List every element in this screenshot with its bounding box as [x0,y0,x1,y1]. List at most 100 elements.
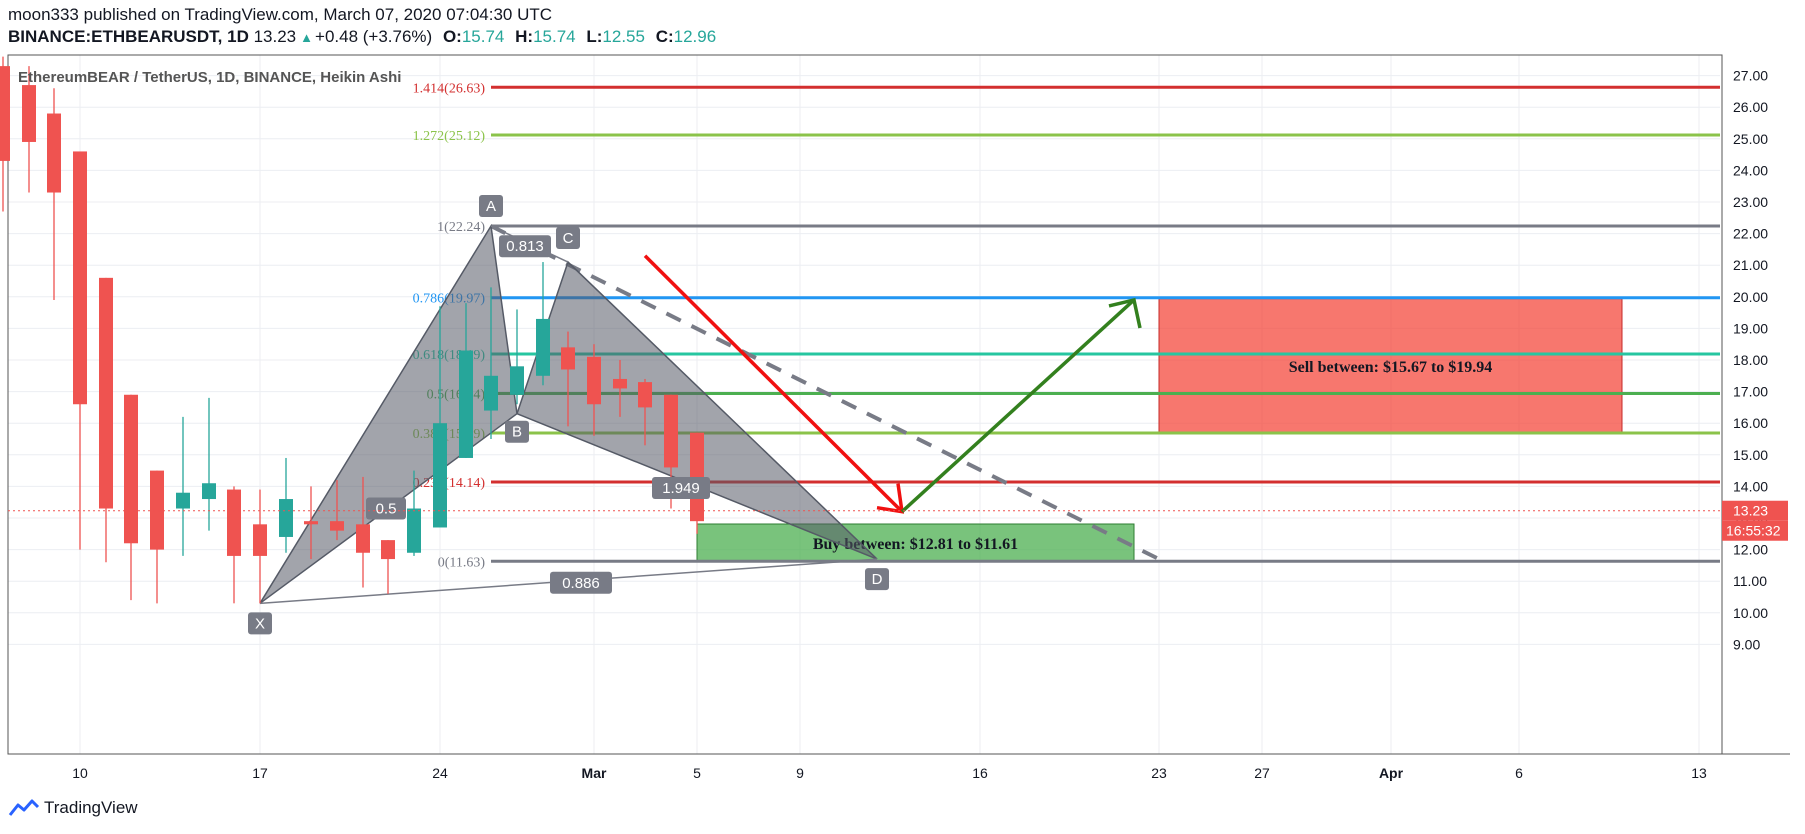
candle [330,480,344,541]
x-tick-label: 16 [972,765,988,781]
chart-title: EthereumBEAR / TetherUS, 1D, BINANCE, He… [18,69,401,86]
x-tick-label: 10 [72,765,88,781]
fib-label: 1(22.24) [437,220,485,235]
fib-label: 0(11.63) [438,555,486,570]
candle [304,486,318,560]
y-tick-label: 18.00 [1733,352,1768,368]
high-label: H: [515,27,534,46]
candle-body [587,356,601,405]
y-tick-label: 14.00 [1733,478,1768,494]
time-axis: 10 17 24 Mar 5 9 16 23 27 Apr 6 13 [72,765,1707,781]
symbol-bar: BINANCE:ETHBEARUSDT, 1D 13.23 ▲ +0.48 (+3.… [8,27,716,47]
fib-label: 1.272(25.12) [413,129,486,144]
x-tick-label: Apr [1379,765,1404,781]
candle [356,476,370,588]
candle [459,303,473,458]
candle [561,331,575,427]
ratio-label: 0.5 [376,501,397,518]
price-axis: 27.00 26.00 25.00 24.00 23.00 22.00 21.00 20.00… [8,68,1788,652]
pattern-labels: X A B C D 0.813 0.5 1.949 0.886 [248,195,889,635]
low-label: L: [586,27,603,46]
y-tick-label: 24.00 [1733,162,1768,178]
ratio-label-bg [366,497,406,520]
down-arrow-line [643,254,904,513]
last-price-badge [1722,500,1788,521]
y-tick-label: 19.00 [1733,320,1768,336]
point-d-label-bg [865,568,889,591]
x-tick-label: 27 [1254,765,1270,781]
x-tick-label: Mar [582,765,607,781]
candle-body [664,394,678,468]
countdown-text: 16:55:32 [1726,523,1781,539]
candle [150,470,164,604]
y-tick-label: 21.00 [1733,257,1768,273]
point-x-label-bg [248,612,272,635]
candle-body [22,85,36,142]
y-tick-label: 25.00 [1733,131,1768,147]
candle [407,470,421,556]
open-value: 15.74 [461,27,505,46]
point-a-label: A [486,198,496,215]
up-arrow-line [900,298,1136,513]
y-tick-label: 11.00 [1733,573,1767,589]
candle-body [407,508,421,553]
publish-info: moon333 published on TradingView.com, Ma… [8,5,552,25]
y-tick-label: 20.00 [1733,289,1768,305]
candle-body [356,524,370,553]
candle [99,277,113,563]
y-tick-label: 10.00 [1733,605,1768,621]
candle-body [279,499,293,537]
last-price: 13.23 [253,27,297,46]
candle-body [124,394,138,544]
candle [638,378,652,446]
x-tick-label: 13 [1691,765,1707,781]
candle-body [304,521,318,525]
candle [22,66,36,193]
candle [587,344,601,436]
x-tick-label: 17 [252,765,268,781]
dashed-trend-line [490,224,1160,561]
candle [124,394,138,601]
close-value: 12.96 [673,27,717,46]
candle [176,416,190,556]
sell-zone-label: Sell between: $15.67 to $19.94 [1289,359,1493,376]
y-tick-label: 17.00 [1733,384,1768,400]
y-tick-label: 27.00 [1733,68,1768,84]
x-tick-label: 23 [1151,765,1167,781]
candle [47,88,61,300]
symbol-name[interactable]: BINANCE:ETHBEARUSDT, 1D [8,27,249,46]
trend-arrows [643,254,1142,514]
footer-logo[interactable]: TradingView [8,798,138,818]
candle [381,540,395,594]
up-arrow-head [1108,297,1142,329]
high-value: 15.74 [533,27,576,46]
y-tick-label: 26.00 [1733,99,1768,115]
candle-body [47,113,61,193]
candle-body [73,151,87,405]
candle [536,262,550,386]
candle-body [381,540,395,560]
last-price-badge-text: 13.23 [1733,503,1768,519]
candles [0,56,704,604]
y-tick-label: 22.00 [1733,226,1768,242]
point-a-label-bg [479,195,503,218]
footer-brand: TradingView [44,798,138,817]
candle [202,397,216,531]
tradingview-logo-icon [8,799,40,816]
x-tick-label: 9 [796,765,804,781]
close-label: C: [655,27,674,46]
countdown-badge [1722,520,1788,541]
ratio-label: 0.813 [506,238,544,255]
candle-body [99,277,113,509]
candle-body [638,382,652,408]
up-triangle-icon: ▲ [300,30,314,45]
candle [227,486,241,604]
x-tick-label: 24 [432,765,448,781]
candle-body [330,521,344,531]
y-tick-label: 12.00 [1733,542,1768,558]
point-b-label-bg [505,420,529,443]
ratio-label-bg [652,476,710,499]
candle-body [176,492,190,509]
point-c-label: C [563,230,574,247]
